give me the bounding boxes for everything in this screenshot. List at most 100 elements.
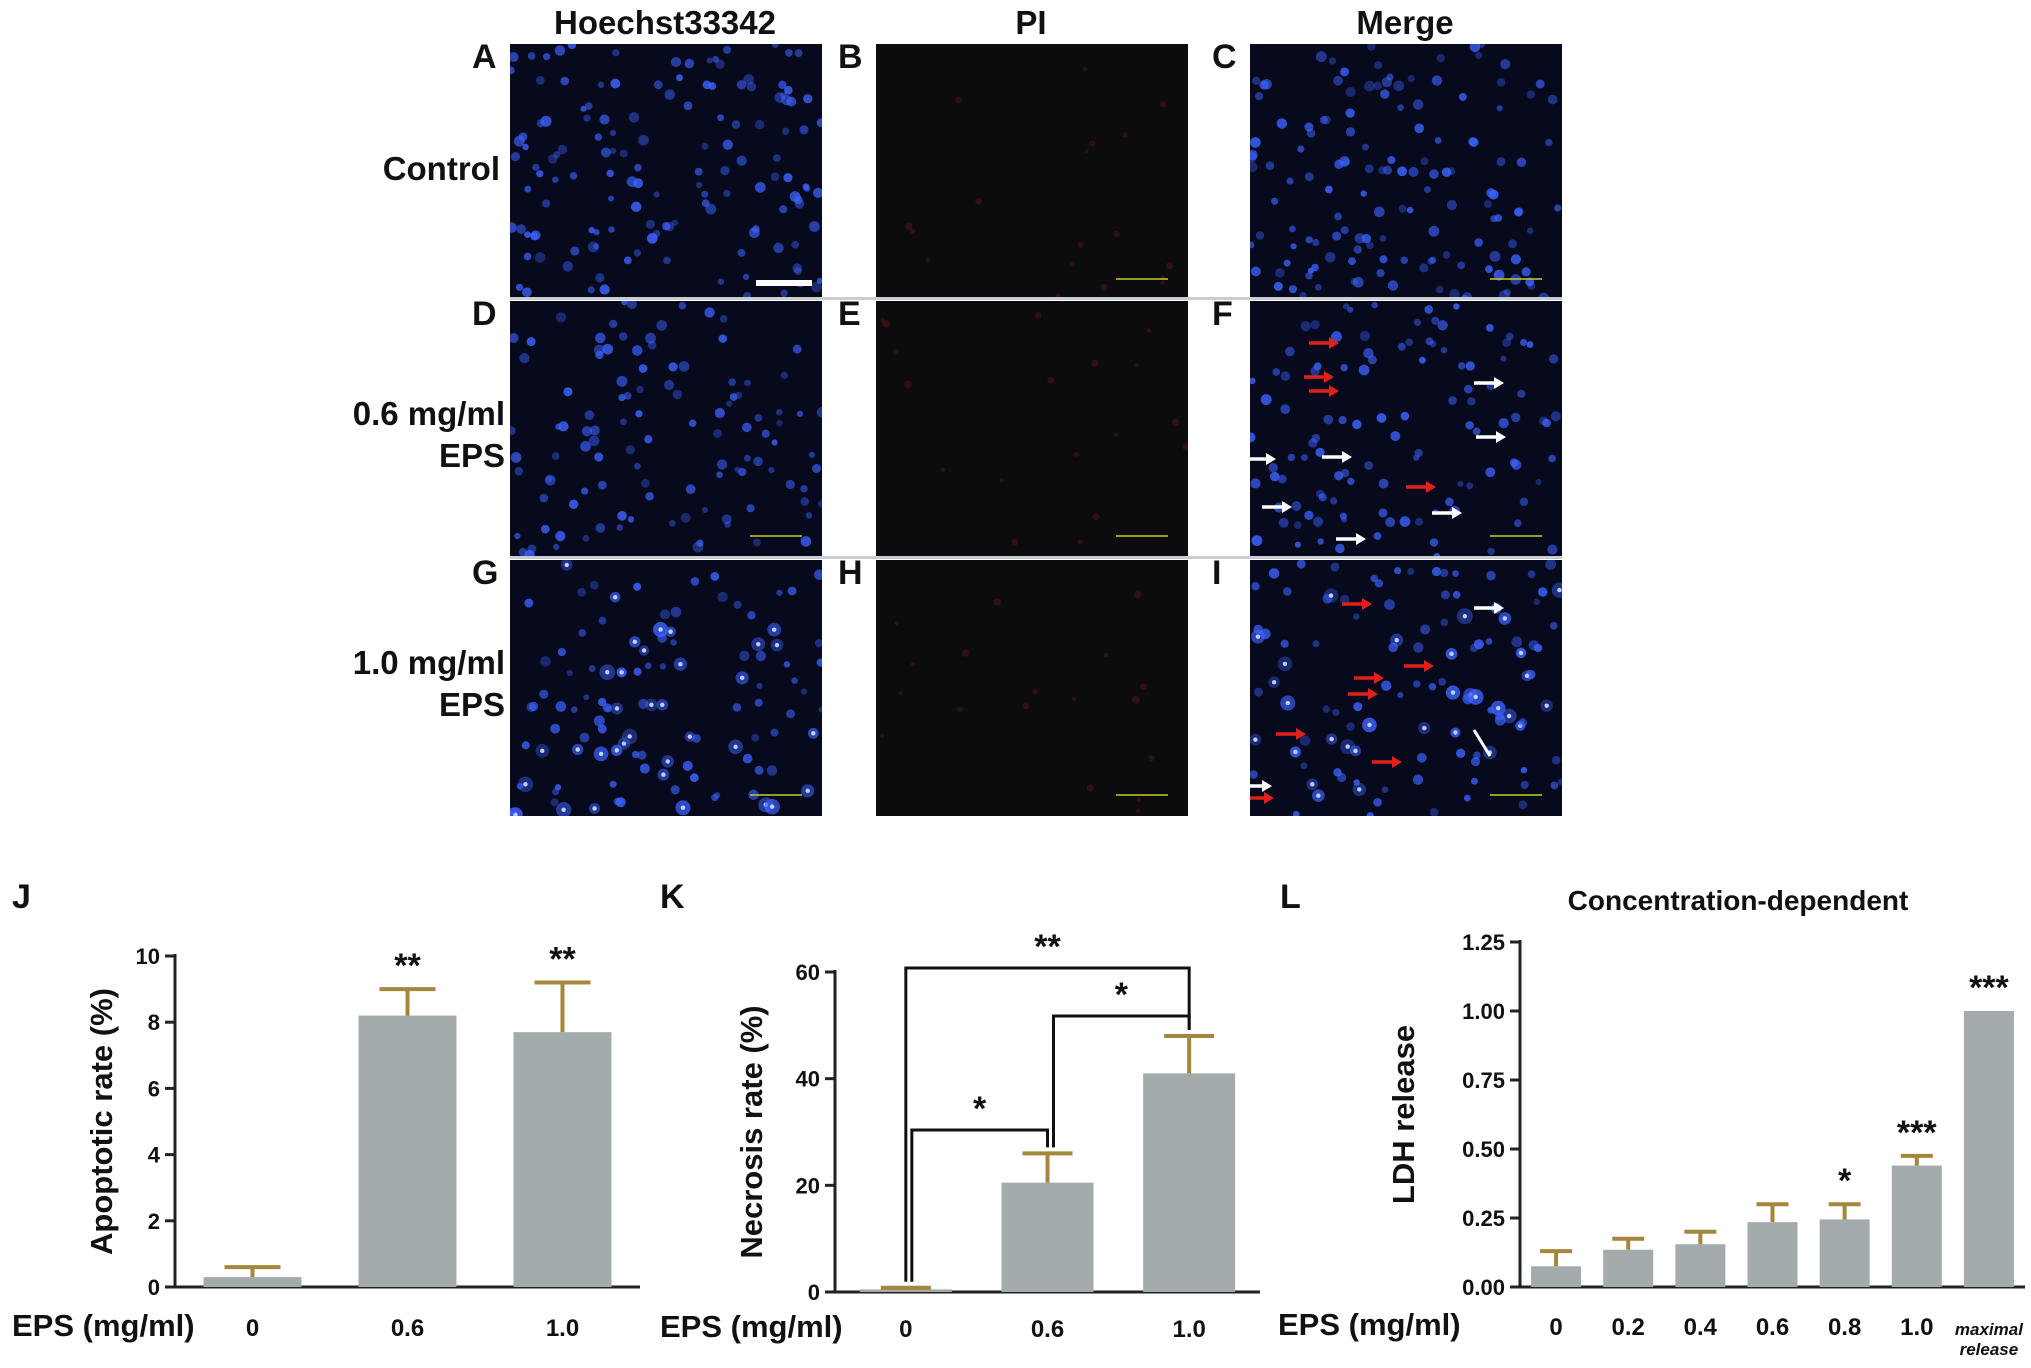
bright-nucleus (1506, 713, 1512, 719)
pi-stained-nucleus (1136, 797, 1141, 803)
nucleus (595, 332, 606, 344)
nucleus (780, 289, 788, 298)
micrograph-g (510, 560, 822, 816)
nucleus (1519, 497, 1529, 507)
x-axis-label: EPS (mg/ml) (12, 1308, 195, 1343)
nucleus (726, 400, 733, 407)
nucleus (1341, 516, 1348, 523)
nucleus (1545, 560, 1557, 570)
micrograph-c (1250, 44, 1562, 300)
nucleus (584, 410, 595, 421)
pi-stained-nucleus (1140, 683, 1147, 691)
nucleus (593, 229, 600, 236)
nucleus (1557, 778, 1562, 785)
nucleus (550, 723, 561, 734)
nucleus (789, 191, 801, 202)
pi-stained-nucleus (1082, 66, 1088, 72)
pi-stained-nucleus (957, 706, 963, 713)
pi-stained-nucleus (879, 733, 885, 738)
nucleus (625, 445, 635, 455)
nucleus (609, 780, 617, 788)
nucleus (524, 185, 532, 193)
nucleus (1527, 281, 1536, 290)
nucleus (594, 452, 604, 462)
nucleus (1407, 75, 1415, 83)
micrograph-image (1250, 44, 1562, 300)
panel-letter-j: J (12, 878, 31, 916)
nucleus (1434, 137, 1442, 144)
bar (859, 1289, 952, 1292)
nucleus (682, 760, 693, 771)
bright-nucleus (1422, 725, 1427, 731)
nucleus (627, 516, 635, 523)
nucleus (728, 378, 737, 386)
nucleus (670, 639, 677, 646)
nucleus (1352, 419, 1362, 430)
nucleus (818, 500, 822, 508)
nucleus (1330, 497, 1338, 505)
nucleus (609, 147, 617, 155)
nucleus (1373, 61, 1383, 70)
nucleus (522, 143, 529, 151)
nucleus (1538, 587, 1548, 597)
micrograph-image (510, 560, 822, 816)
nucleus (1500, 59, 1511, 70)
nucleus (1466, 482, 1474, 490)
nucleus (638, 364, 648, 373)
nucleus (653, 191, 660, 198)
nucleus (753, 456, 763, 467)
micrograph-b (876, 44, 1188, 300)
nucleus (633, 178, 644, 189)
nucleus (566, 669, 573, 677)
nucleus (742, 273, 750, 281)
nucleus (739, 650, 750, 662)
nucleus (1518, 718, 1528, 728)
nucleus (599, 114, 610, 125)
bright-nucleus (605, 670, 610, 675)
nucleus (623, 391, 632, 400)
nucleus (1414, 123, 1425, 134)
nucleus (1253, 624, 1263, 635)
nucleus (1387, 155, 1396, 164)
bar (358, 1015, 457, 1287)
nucleus (1429, 169, 1439, 179)
nucleus (794, 267, 802, 276)
bar (203, 1277, 302, 1287)
nucleus (1407, 567, 1415, 576)
y-tick-label: 0.50 (1462, 1137, 1505, 1162)
nucleus (1286, 177, 1294, 185)
scale-bar (1116, 794, 1168, 796)
nucleus (521, 741, 530, 750)
nucleus (1455, 748, 1466, 759)
nucleus (1428, 225, 1440, 237)
nucleus (1348, 257, 1357, 266)
nucleus (792, 344, 802, 354)
nucleus (623, 256, 632, 265)
nucleus (510, 807, 523, 816)
nucleus (770, 172, 780, 182)
nucleus (1458, 93, 1467, 101)
nucleus (1429, 807, 1439, 816)
bright-nucleus (523, 782, 528, 787)
nucleus (597, 697, 607, 707)
y-tick-label: 8 (148, 1010, 160, 1035)
x-tick-label: 0.6 (391, 1315, 424, 1342)
nucleus (1378, 508, 1388, 518)
nucleus (692, 541, 704, 553)
nucleus (1293, 521, 1302, 529)
nucleus (736, 79, 747, 90)
nucleus (1413, 454, 1420, 461)
nucleus (1337, 772, 1347, 783)
nucleus (1252, 76, 1261, 85)
nucleus (724, 521, 732, 528)
nucleus (569, 171, 578, 180)
x-tick-label: 0.6 (1756, 1314, 1789, 1341)
nucleus (1493, 269, 1505, 281)
nucleus (1496, 157, 1506, 167)
y-tick-label: 10 (136, 944, 160, 969)
bright-nucleus (575, 747, 580, 752)
bright-nucleus (641, 648, 647, 653)
nucleus (1304, 510, 1314, 521)
nucleus (1487, 547, 1495, 555)
nucleus (1521, 267, 1531, 277)
